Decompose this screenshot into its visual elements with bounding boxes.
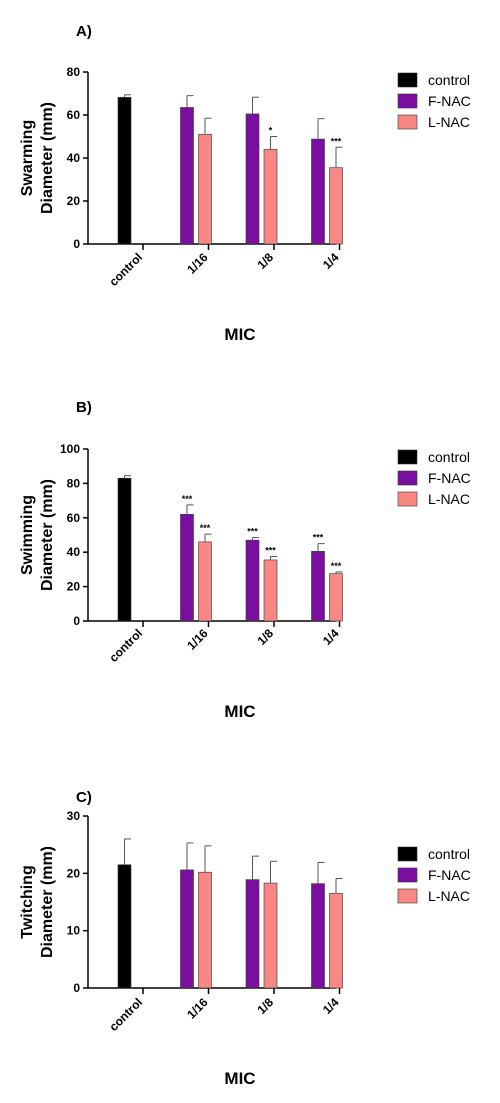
y-axis-label: Diameter (mm)	[39, 102, 56, 214]
bar-control	[117, 97, 132, 245]
x-tick-label: 1/16	[184, 250, 211, 277]
x-tick-label: 1/4	[320, 250, 342, 272]
x-tick-label: 1/8	[254, 626, 276, 648]
legend-label: L-NAC	[428, 114, 470, 130]
legend-label: control	[428, 449, 470, 465]
significance-mark: ***	[313, 533, 324, 543]
y-tick-label: 40	[67, 545, 81, 559]
y-tick-label: 40	[67, 151, 81, 165]
bar-f-nac	[245, 113, 260, 245]
bar-f-nac	[311, 883, 325, 989]
legend-label: F-NAC	[428, 93, 471, 109]
x-tick-label: 1/8	[254, 250, 276, 272]
x-axis-label: MIC	[224, 325, 255, 344]
x-tick-label: 1/8	[254, 995, 276, 1017]
y-tick-label: 20	[67, 580, 81, 594]
legend-swatch	[397, 470, 418, 486]
x-axis-label: MIC	[224, 1069, 255, 1088]
panel-0: A) Swarming Diameter (mm) 0 20 40 60 80 control 1…	[19, 23, 471, 344]
significance-mark: *	[269, 126, 273, 136]
x-tick-label: control	[106, 626, 145, 665]
bar-l-nac	[263, 559, 278, 622]
y-tick-label: 10	[67, 924, 81, 938]
legend-label: L-NAC	[428, 491, 470, 507]
bar-f-nac	[180, 869, 194, 989]
x-tick-label: control	[106, 995, 145, 1034]
significance-mark: ***	[331, 561, 342, 571]
y-tick-label: 20	[67, 194, 81, 208]
legend-swatch	[397, 114, 418, 130]
y-tick-label: 80	[67, 65, 81, 79]
y-axis-label: Swarming	[19, 120, 36, 196]
y-axis-label: Diameter (mm)	[39, 479, 56, 591]
bar-l-nac	[329, 893, 343, 989]
legend-label: F-NAC	[428, 867, 471, 883]
bar-l-nac	[263, 882, 278, 989]
legend-swatch	[397, 867, 418, 883]
bar-f-nac	[311, 551, 325, 622]
x-tick-label: 1/16	[184, 995, 211, 1022]
significance-mark: ***	[247, 527, 258, 537]
y-tick-label: 60	[67, 108, 81, 122]
panel-label: A)	[76, 23, 92, 40]
legend-label: control	[428, 72, 470, 88]
legend-swatch	[397, 491, 418, 507]
y-tick-label: 0	[73, 614, 80, 628]
bar-l-nac	[198, 541, 212, 622]
y-tick-label: 30	[67, 809, 81, 823]
significance-mark: ***	[265, 546, 276, 556]
significance-mark: ***	[200, 523, 211, 533]
bar-f-nac	[180, 107, 194, 245]
bar-f-nac	[245, 539, 260, 622]
panel-label: B)	[76, 399, 92, 416]
bar-f-nac	[180, 514, 194, 622]
y-tick-label: 20	[67, 866, 81, 880]
x-tick-label: control	[106, 250, 145, 289]
bar-l-nac	[329, 167, 343, 245]
legend-label: L-NAC	[428, 888, 470, 904]
legend-label: F-NAC	[428, 470, 471, 486]
panel-2: C) Twitching Diameter (mm) 0 10 20 30 control 1/…	[19, 789, 471, 1088]
y-axis-label: Twitching	[19, 865, 36, 938]
bar-f-nac	[311, 138, 325, 245]
y-axis-label: Swimming	[19, 495, 36, 575]
significance-mark: ***	[182, 494, 193, 504]
significance-mark: ***	[331, 136, 342, 146]
x-axis-label: MIC	[224, 702, 255, 721]
legend-swatch	[397, 846, 418, 862]
panel-label: C)	[76, 789, 92, 806]
bar-l-nac	[263, 149, 278, 245]
panel-1: B) Swimming Diameter (mm) 0 20 40 60 80 100 contr…	[19, 399, 471, 721]
y-tick-label: 0	[73, 981, 80, 995]
x-tick-label: 1/16	[184, 626, 211, 653]
y-tick-label: 60	[67, 511, 81, 525]
bar-control	[117, 864, 132, 989]
y-tick-label: 80	[67, 476, 81, 490]
bar-l-nac	[198, 871, 212, 989]
legend-swatch	[397, 888, 418, 904]
legend-label: control	[428, 846, 470, 862]
y-axis-label: Diameter (mm)	[39, 846, 56, 958]
y-tick-label: 100	[60, 442, 80, 456]
bar-l-nac	[329, 573, 343, 622]
bar-l-nac	[198, 134, 212, 245]
x-tick-label: 1/4	[320, 626, 342, 648]
legend-swatch	[397, 72, 418, 88]
x-tick-label: 1/4	[320, 995, 342, 1017]
bar-f-nac	[245, 879, 260, 989]
legend-swatch	[397, 449, 418, 465]
legend-swatch	[397, 93, 418, 109]
y-tick-label: 0	[73, 237, 80, 251]
bar-control	[117, 477, 132, 622]
